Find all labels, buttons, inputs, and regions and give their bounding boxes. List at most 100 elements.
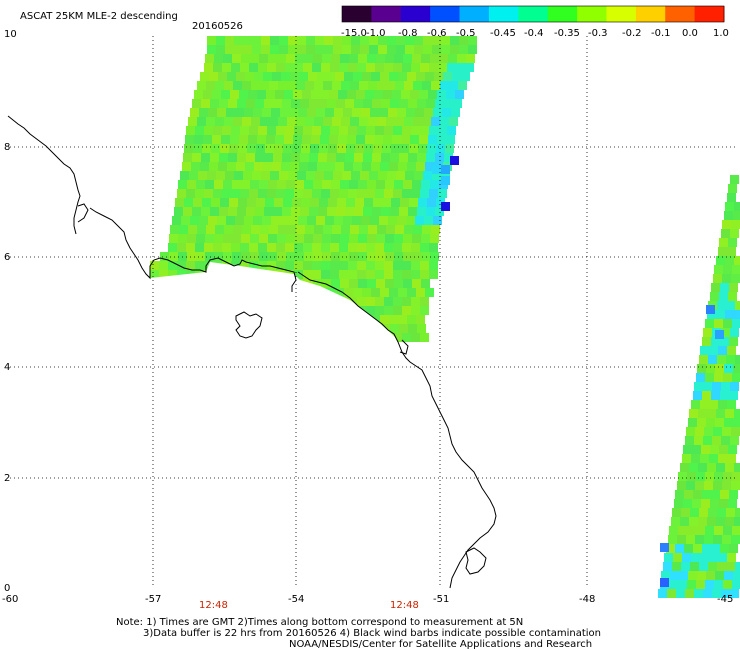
- swath-cell: [281, 162, 290, 171]
- swath-cell: [224, 81, 233, 90]
- swath-cell: [278, 117, 287, 126]
- swath-cell: [367, 279, 376, 288]
- swath-cell: [413, 117, 422, 126]
- swath-cell: [254, 72, 263, 81]
- colorbar-label: 0.0: [682, 28, 698, 39]
- swath-cell: [216, 36, 225, 45]
- swath-cell: [341, 81, 350, 90]
- swath-cell: [191, 162, 200, 171]
- swath-cell: [692, 445, 701, 454]
- swath-cell: [268, 180, 277, 189]
- swath-cell: [677, 535, 686, 544]
- swath-cell: [403, 279, 412, 288]
- swath-cell: [658, 589, 667, 598]
- swath-cell: [196, 252, 205, 261]
- swath-cell: [374, 135, 383, 144]
- swath-cell: [247, 198, 256, 207]
- swath-cell: [448, 54, 457, 63]
- swath-cell: [366, 63, 375, 72]
- swath-cell: [397, 216, 406, 225]
- swath-cell: [719, 499, 728, 508]
- swath-cell: [383, 135, 392, 144]
- swath-cell: [696, 373, 705, 382]
- swath-cell: [431, 81, 440, 90]
- swath-cell: [720, 490, 729, 499]
- swath-cell: [434, 72, 443, 81]
- swath-cell: [355, 144, 364, 153]
- swath-cell: [671, 517, 680, 526]
- swath-cell: [422, 117, 431, 126]
- swath-cell: [348, 270, 357, 279]
- swath-cell: [286, 180, 295, 189]
- swath-cell: [192, 207, 201, 216]
- swath-cell: [305, 225, 314, 234]
- swath-cell: [705, 526, 714, 535]
- swath-cell: [728, 292, 737, 301]
- swath-cell: [328, 144, 337, 153]
- swath-cell: [450, 45, 459, 54]
- swath-cell: [359, 225, 368, 234]
- swath-cell: [418, 198, 427, 207]
- swath-cell: [414, 171, 423, 180]
- swath-cell: [324, 45, 333, 54]
- swath-cell: [388, 216, 397, 225]
- swath-cell: [421, 279, 430, 288]
- swath-cell: [313, 234, 322, 243]
- swath-cell: [204, 243, 213, 252]
- swath-cell: [302, 135, 311, 144]
- swath-cell: [303, 126, 312, 135]
- swath-cell: [311, 135, 320, 144]
- swath-cell: [219, 207, 228, 216]
- swath-cell: [376, 234, 385, 243]
- swath-cell: [687, 526, 696, 535]
- swath-cell: [727, 346, 736, 355]
- swath-cell: [276, 63, 285, 72]
- swath-cell: [366, 189, 375, 198]
- swath-cell: [394, 234, 403, 243]
- swath-cell: [372, 99, 381, 108]
- swath-cell: [360, 45, 369, 54]
- swath-cell: [240, 243, 249, 252]
- swath-cell: [228, 99, 237, 108]
- swath-cell: [339, 189, 348, 198]
- swath-cell: [430, 234, 439, 243]
- swath-cell: [314, 117, 323, 126]
- swath-cell: [233, 81, 242, 90]
- swath-cell: [452, 72, 461, 81]
- swath-cell: [345, 99, 354, 108]
- swath-cell: [258, 126, 267, 135]
- swath-cell: [214, 234, 223, 243]
- colorbar-swatch: [577, 6, 607, 22]
- swath-cell: [278, 81, 287, 90]
- swath-cell: [277, 252, 286, 261]
- swath-cell: [312, 63, 321, 72]
- swath-cell-highlight: [441, 202, 450, 211]
- swath-cell: [385, 252, 394, 261]
- swath-cell: [732, 265, 740, 274]
- swath-cell: [261, 36, 270, 45]
- swath-cell: [358, 180, 367, 189]
- swath-cell: [373, 198, 382, 207]
- swath-cell: [393, 270, 402, 279]
- note-line-1: Note: 1) Times are GMT 2)Times along bot…: [116, 617, 523, 628]
- swath-cell: [374, 90, 383, 99]
- swath-cell: [393, 297, 402, 306]
- swath-cell: [404, 117, 413, 126]
- swath-cell: [693, 391, 702, 400]
- swath-cell: [200, 72, 209, 81]
- swath-cell: [393, 261, 402, 270]
- swath-cell: [395, 117, 404, 126]
- swath-cell: [341, 225, 350, 234]
- swath-cell: [363, 153, 372, 162]
- swath-cell: [295, 180, 304, 189]
- swath-cell: [212, 135, 221, 144]
- swath-cell: [382, 144, 391, 153]
- swath-cell: [299, 72, 308, 81]
- swath-cell: [461, 72, 470, 81]
- swath-cell: [280, 108, 289, 117]
- swath-cell: [270, 36, 279, 45]
- swath-cell: [364, 144, 373, 153]
- swath-cell: [298, 216, 307, 225]
- swath-cell: [375, 306, 384, 315]
- swath-cell: [702, 490, 711, 499]
